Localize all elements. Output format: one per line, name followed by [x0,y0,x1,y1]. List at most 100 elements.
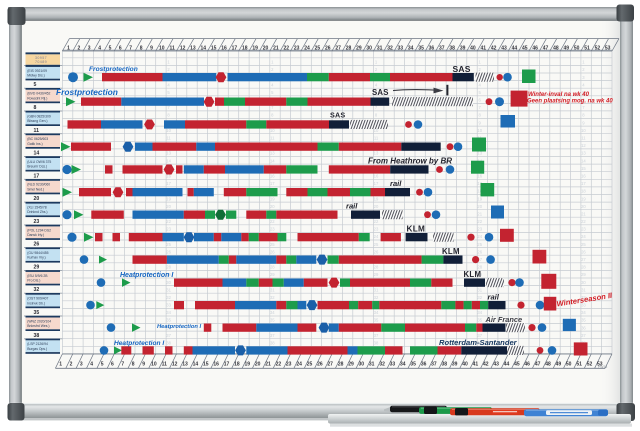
svg-text:(EIS 0921/09: (EIS 0921/09 [27,69,47,73]
svg-text:7: 7 [121,362,124,368]
svg-text:26: 26 [477,249,482,254]
svg-text:12: 12 [581,143,586,148]
svg-text:25: 25 [270,242,275,247]
svg-text:Pro Dis.): Pro Dis.) [27,279,40,283]
svg-text:25: 25 [315,45,321,51]
svg-text:49: 49 [556,362,562,368]
svg-text:2: 2 [375,67,378,72]
svg-text:25: 25 [166,242,171,247]
svg-text:13: 13 [270,151,275,156]
svg-text:22: 22 [581,219,586,224]
svg-text:9: 9 [150,45,153,51]
svg-text:30: 30 [581,280,586,285]
svg-text:38: 38 [449,45,455,51]
svg-text:5: 5 [375,90,378,95]
svg-text:8: 8 [34,105,37,111]
svg-text:10: 10 [166,128,171,133]
svg-text:2: 2 [78,45,81,51]
svg-text:35: 35 [166,318,171,323]
svg-text:13: 13 [182,362,188,368]
svg-text:19: 19 [581,196,586,201]
svg-text:Rowsdnt Rij.): Rowsdnt Rij.) [27,96,47,100]
svg-text:8: 8 [479,113,482,118]
svg-text:23: 23 [166,227,171,232]
svg-text:37: 37 [439,45,445,51]
svg-text:38: 38 [34,333,40,339]
svg-text:23: 23 [294,45,300,51]
svg-text:(XLI 1545/78: (XLI 1545/78 [27,206,47,210]
svg-text:14: 14 [201,45,207,51]
svg-text:13: 13 [477,151,482,156]
svg-text:31: 31 [377,45,383,51]
svg-text:2: 2 [167,67,170,72]
svg-text:20: 20 [581,204,586,209]
svg-text:70489: 70489 [35,60,47,64]
svg-text:30: 30 [366,45,372,51]
svg-text:(NLD 9230/060: (NLD 9230/060 [27,183,50,187]
svg-text:Blissng Gen.): Blissng Gen.) [27,119,47,123]
svg-text:5: 5 [109,45,112,51]
svg-text:48: 48 [545,362,551,368]
svg-text:24: 24 [374,234,379,239]
svg-text:rail: rail [390,179,402,188]
svg-text:29: 29 [270,272,275,277]
svg-text:32: 32 [477,295,482,300]
svg-text:4: 4 [90,362,93,368]
svg-text:38: 38 [270,341,275,346]
svg-text:23: 23 [286,362,292,368]
svg-text:5: 5 [479,90,482,95]
svg-text:20: 20 [166,204,171,209]
svg-text:52: 52 [587,362,593,368]
svg-text:46: 46 [532,45,538,51]
svg-text:34: 34 [400,362,406,368]
svg-text:(ULU OW/6 375: (ULU OW/6 375 [27,160,51,164]
svg-text:37: 37 [477,333,482,338]
svg-text:4: 4 [98,45,101,51]
svg-text:34: 34 [477,310,482,315]
svg-text:34: 34 [270,310,275,315]
svg-text:Inslnvk Db.): Inslnvk Db.) [27,301,45,305]
svg-text:40: 40 [462,362,468,368]
svg-text:22: 22 [166,219,171,224]
svg-text:3: 3 [582,75,585,80]
svg-text:Smel Ned.): Smel Ned.) [27,187,44,191]
svg-text:28: 28 [581,265,586,270]
svg-text:31: 31 [369,362,375,368]
svg-text:11: 11 [374,136,379,141]
svg-text:22: 22 [374,219,379,224]
svg-text:17: 17 [224,362,230,368]
svg-text:Breumr Dcs.): Breumr Dcs.) [27,165,47,169]
svg-text:23: 23 [270,227,275,232]
svg-text:48: 48 [553,45,559,51]
svg-text:Winter-inval na wk 40: Winter-inval na wk 40 [528,92,590,98]
svg-text:8: 8 [140,45,143,51]
svg-text:28: 28 [477,265,482,270]
svg-text:14: 14 [374,158,379,163]
svg-text:20: 20 [270,204,275,209]
svg-text:23: 23 [581,227,586,232]
svg-text:19: 19 [477,196,482,201]
svg-text:33: 33 [398,45,404,51]
svg-text:Heatprotection I: Heatprotection I [157,324,202,330]
svg-text:1: 1 [479,60,482,65]
svg-text:rail: rail [346,202,358,211]
svg-text:42: 42 [483,362,489,368]
svg-text:32: 32 [374,295,379,300]
svg-text:4: 4 [582,82,585,87]
svg-text:46: 46 [524,362,530,368]
svg-text:25: 25 [374,242,379,247]
svg-text:Dansk Irly.): Dansk Irly.) [27,233,44,237]
svg-text:5: 5 [271,90,274,95]
svg-text:30957: 30957 [35,56,47,60]
svg-text:8: 8 [132,362,135,368]
svg-text:17: 17 [374,181,379,186]
svg-text:4: 4 [479,82,482,87]
svg-text:28: 28 [166,265,171,270]
svg-text:29: 29 [166,272,171,277]
svg-text:20: 20 [34,196,40,202]
svg-text:1: 1 [271,60,274,65]
svg-text:6: 6 [119,45,122,51]
svg-text:26: 26 [270,249,275,254]
svg-text:35: 35 [34,310,40,316]
svg-text:Kurhav Vry.): Kurhav Vry.) [27,256,45,260]
